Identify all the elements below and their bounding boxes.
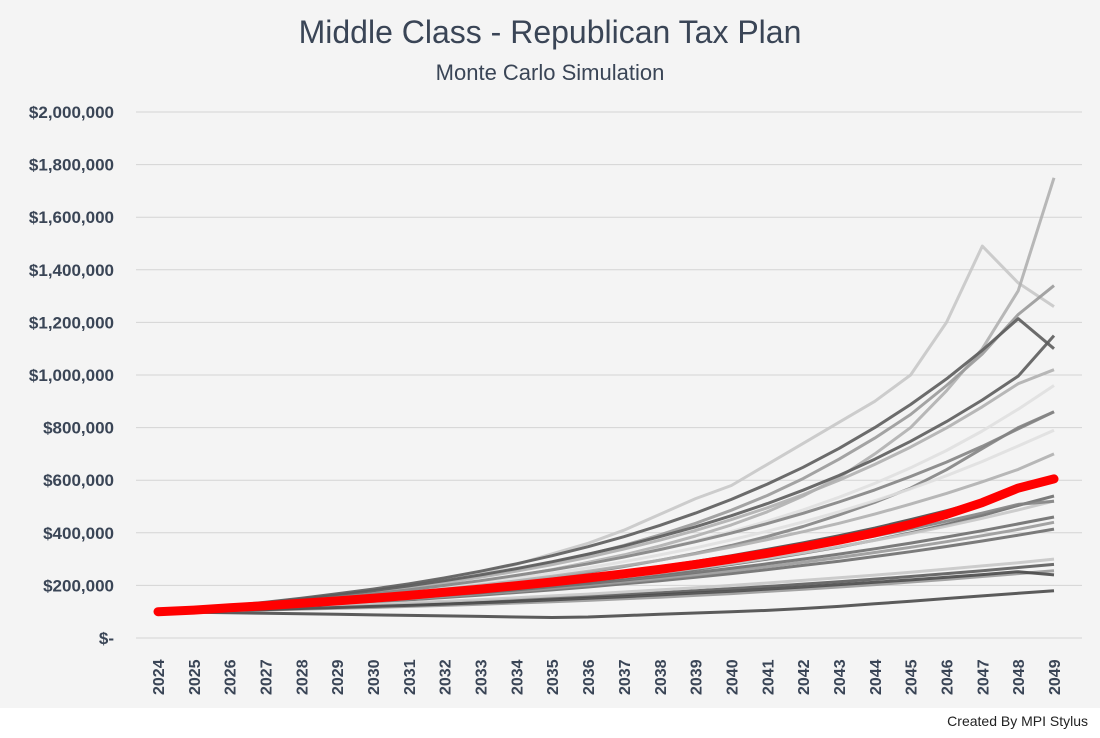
credit-text: Created By MPI Stylus (947, 713, 1088, 729)
simulation-line (157, 570, 1055, 614)
chart-title: Middle Class - Republican Tax Plan (298, 14, 802, 50)
x-tick-label: 2042 (796, 659, 813, 695)
simulation-line (157, 589, 1055, 619)
y-tick-label: $1,600,000 (29, 208, 114, 227)
x-tick-label: 2048 (1011, 659, 1028, 695)
x-tick-label: 2034 (509, 659, 526, 695)
x-tick-label: 2045 (904, 659, 921, 695)
simulation-line (157, 244, 1055, 614)
x-tick-label: 2038 (653, 659, 670, 695)
line-chart: $- $200,000 $400,000 $600,000 $800,000 $1,000… (29, 103, 1082, 695)
x-tick-label: 2041 (760, 659, 777, 695)
y-tick-label: $800,000 (43, 419, 114, 438)
y-tick-label: $200,000 (43, 576, 114, 595)
x-tick-label: 2030 (366, 659, 383, 695)
x-tick-label: 2046 (939, 659, 956, 695)
x-tick-label: 2028 (294, 659, 311, 695)
y-tick-label: $- (99, 629, 114, 648)
x-tick-label: 2025 (187, 659, 204, 695)
x-tick-label: 2029 (330, 659, 347, 695)
x-tick-label: 2033 (474, 659, 491, 695)
x-tick-label: 2043 (832, 659, 849, 695)
x-tick-label: 2036 (581, 659, 598, 695)
simulation-line (157, 284, 1055, 614)
x-tick-label: 2032 (438, 659, 455, 695)
chart-subtitle: Monte Carlo Simulation (435, 60, 665, 85)
x-tick-label: 2047 (975, 659, 992, 695)
median-line (153, 474, 1059, 617)
x-tick-label: 2027 (259, 659, 276, 695)
x-tick-label: 2026 (223, 659, 240, 695)
simulation-line (157, 317, 1055, 614)
x-tick-label: 2035 (545, 659, 562, 695)
y-tick-label: $1,000,000 (29, 366, 114, 385)
y-tick-label: $400,000 (43, 524, 114, 543)
x-tick-label: 2039 (689, 659, 706, 695)
y-tick-label: $600,000 (43, 471, 114, 490)
x-tick-label: 2044 (868, 659, 885, 695)
y-tick-label: $1,400,000 (29, 261, 114, 280)
x-tick-label: 2049 (1047, 659, 1064, 695)
x-tick-label: 2037 (617, 659, 634, 695)
y-tick-label: $2,000,000 (29, 103, 114, 122)
x-tick-label: 2024 (151, 659, 168, 695)
x-tick-label: 2031 (402, 659, 419, 695)
x-tick-label: 2040 (724, 659, 741, 695)
y-tick-label: $1,800,000 (29, 156, 114, 175)
y-tick-label: $1,200,000 (29, 313, 114, 332)
